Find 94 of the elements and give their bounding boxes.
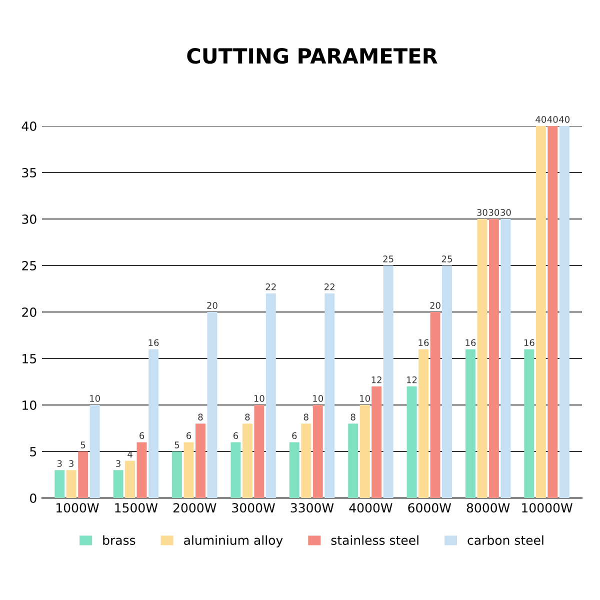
bar (78, 452, 88, 498)
data-label: 5 (80, 442, 86, 448)
x-tick-label: 2000W (173, 503, 216, 513)
bar (418, 349, 429, 498)
bar (90, 405, 100, 498)
data-label: 16 (466, 339, 476, 346)
bar (312, 405, 323, 498)
data-label: 10 (313, 395, 324, 402)
bar (113, 470, 124, 498)
bar (360, 405, 370, 498)
data-label: 20 (430, 302, 440, 309)
data-label: 3 (116, 460, 120, 467)
data-label: 22 (266, 283, 276, 290)
bar (289, 442, 300, 498)
bar (324, 293, 335, 498)
bar (488, 219, 499, 498)
data-label: 12 (407, 376, 417, 384)
bar (230, 442, 241, 498)
data-label: 10 (254, 395, 264, 402)
bar (465, 349, 476, 498)
bar (301, 424, 312, 498)
y-tick-label: 0 (30, 493, 36, 503)
bar (524, 349, 534, 498)
bar (383, 266, 394, 498)
data-label: 6 (233, 432, 238, 440)
data-label: 16 (148, 339, 159, 346)
y-tick-label: 40 (22, 121, 36, 131)
data-label: 8 (304, 414, 308, 420)
bar (406, 386, 417, 498)
x-tick-label: 3300W (290, 503, 334, 513)
bar (54, 470, 65, 498)
data-label: 6 (140, 432, 144, 440)
bar (254, 405, 264, 498)
y-tick-label: 25 (22, 260, 36, 270)
data-label: 12 (372, 376, 382, 384)
data-label: 25 (442, 256, 452, 262)
data-label: 16 (418, 339, 429, 346)
x-tick-label: 1500W (115, 503, 158, 513)
x-tick-label: 10000W (522, 503, 572, 513)
x-tick-label: 6000W (408, 503, 452, 513)
bar (536, 126, 546, 498)
data-label: 8 (245, 414, 250, 420)
data-label: 10 (90, 395, 100, 402)
data-label: 40 (536, 116, 546, 123)
y-tick-label: 5 (30, 447, 36, 456)
data-label: 25 (383, 256, 394, 262)
x-tick-label: 3000W (232, 503, 275, 513)
x-tick-label: 8000W (466, 503, 510, 513)
bar (148, 349, 159, 498)
data-label: 6 (186, 432, 192, 440)
data-label: 30 (500, 209, 511, 216)
legend-label: aluminium alloy (184, 535, 283, 548)
bar (242, 424, 252, 498)
y-tick-label: 30 (22, 214, 36, 224)
data-label: 30 (477, 209, 488, 216)
data-label: 3 (69, 460, 74, 467)
legend-label: carbon steel (468, 535, 544, 545)
x-tick-label: 4000W (349, 503, 392, 513)
data-label: 16 (524, 339, 534, 346)
data-label: 8 (198, 414, 203, 420)
x-tick-label: 1000W (56, 503, 99, 513)
y-tick-label: 35 (22, 168, 36, 178)
bar (184, 442, 194, 498)
chart-title: CUTTING PARAMETER (187, 48, 438, 64)
bar (266, 293, 276, 498)
bar (136, 442, 147, 498)
data-label: 20 (207, 302, 218, 309)
data-label: 40 (547, 116, 558, 123)
data-label: 5 (174, 442, 180, 448)
data-label: 8 (350, 414, 356, 420)
y-tick-label: 10 (22, 400, 36, 410)
bar (172, 452, 182, 498)
bar (66, 470, 76, 498)
bar (548, 126, 558, 498)
bar (430, 312, 440, 498)
y-tick-label: 15 (22, 354, 36, 364)
data-label: 22 (324, 283, 334, 290)
data-label: 3 (57, 460, 62, 467)
bar (195, 424, 206, 498)
legend-label: brass (103, 535, 136, 545)
data-label: 40 (559, 116, 570, 123)
bar (207, 312, 218, 498)
bar (125, 460, 136, 498)
bar (372, 386, 382, 498)
bar (348, 424, 358, 498)
bar (559, 126, 570, 498)
y-tick-label: 20 (22, 307, 36, 317)
bar (500, 219, 511, 498)
bar (442, 266, 452, 498)
legend-label: stainless steel (331, 535, 418, 545)
data-label: 6 (292, 432, 297, 440)
data-label: 10 (360, 395, 370, 402)
data-label: 30 (488, 209, 500, 216)
bar (477, 219, 488, 498)
